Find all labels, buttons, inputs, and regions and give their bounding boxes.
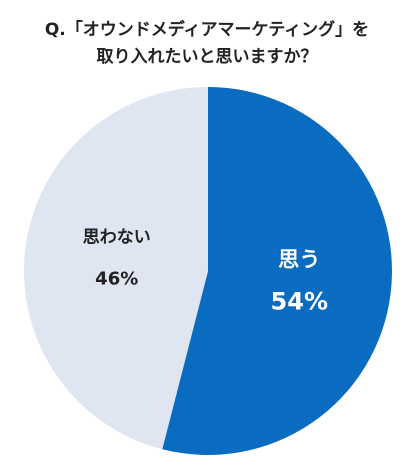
chart-title: 取り入れたいと思いますか？ [97,47,318,67]
slice-label: 思う [278,248,320,272]
chart-title: Q.「オウンドメディアマーケティング」を [45,19,369,40]
pie-slice [23,86,208,450]
pie-slice [162,87,392,455]
value-label: 54% [271,288,328,316]
value-label: 46% [95,268,138,289]
slice-label: 思わない [83,227,151,247]
